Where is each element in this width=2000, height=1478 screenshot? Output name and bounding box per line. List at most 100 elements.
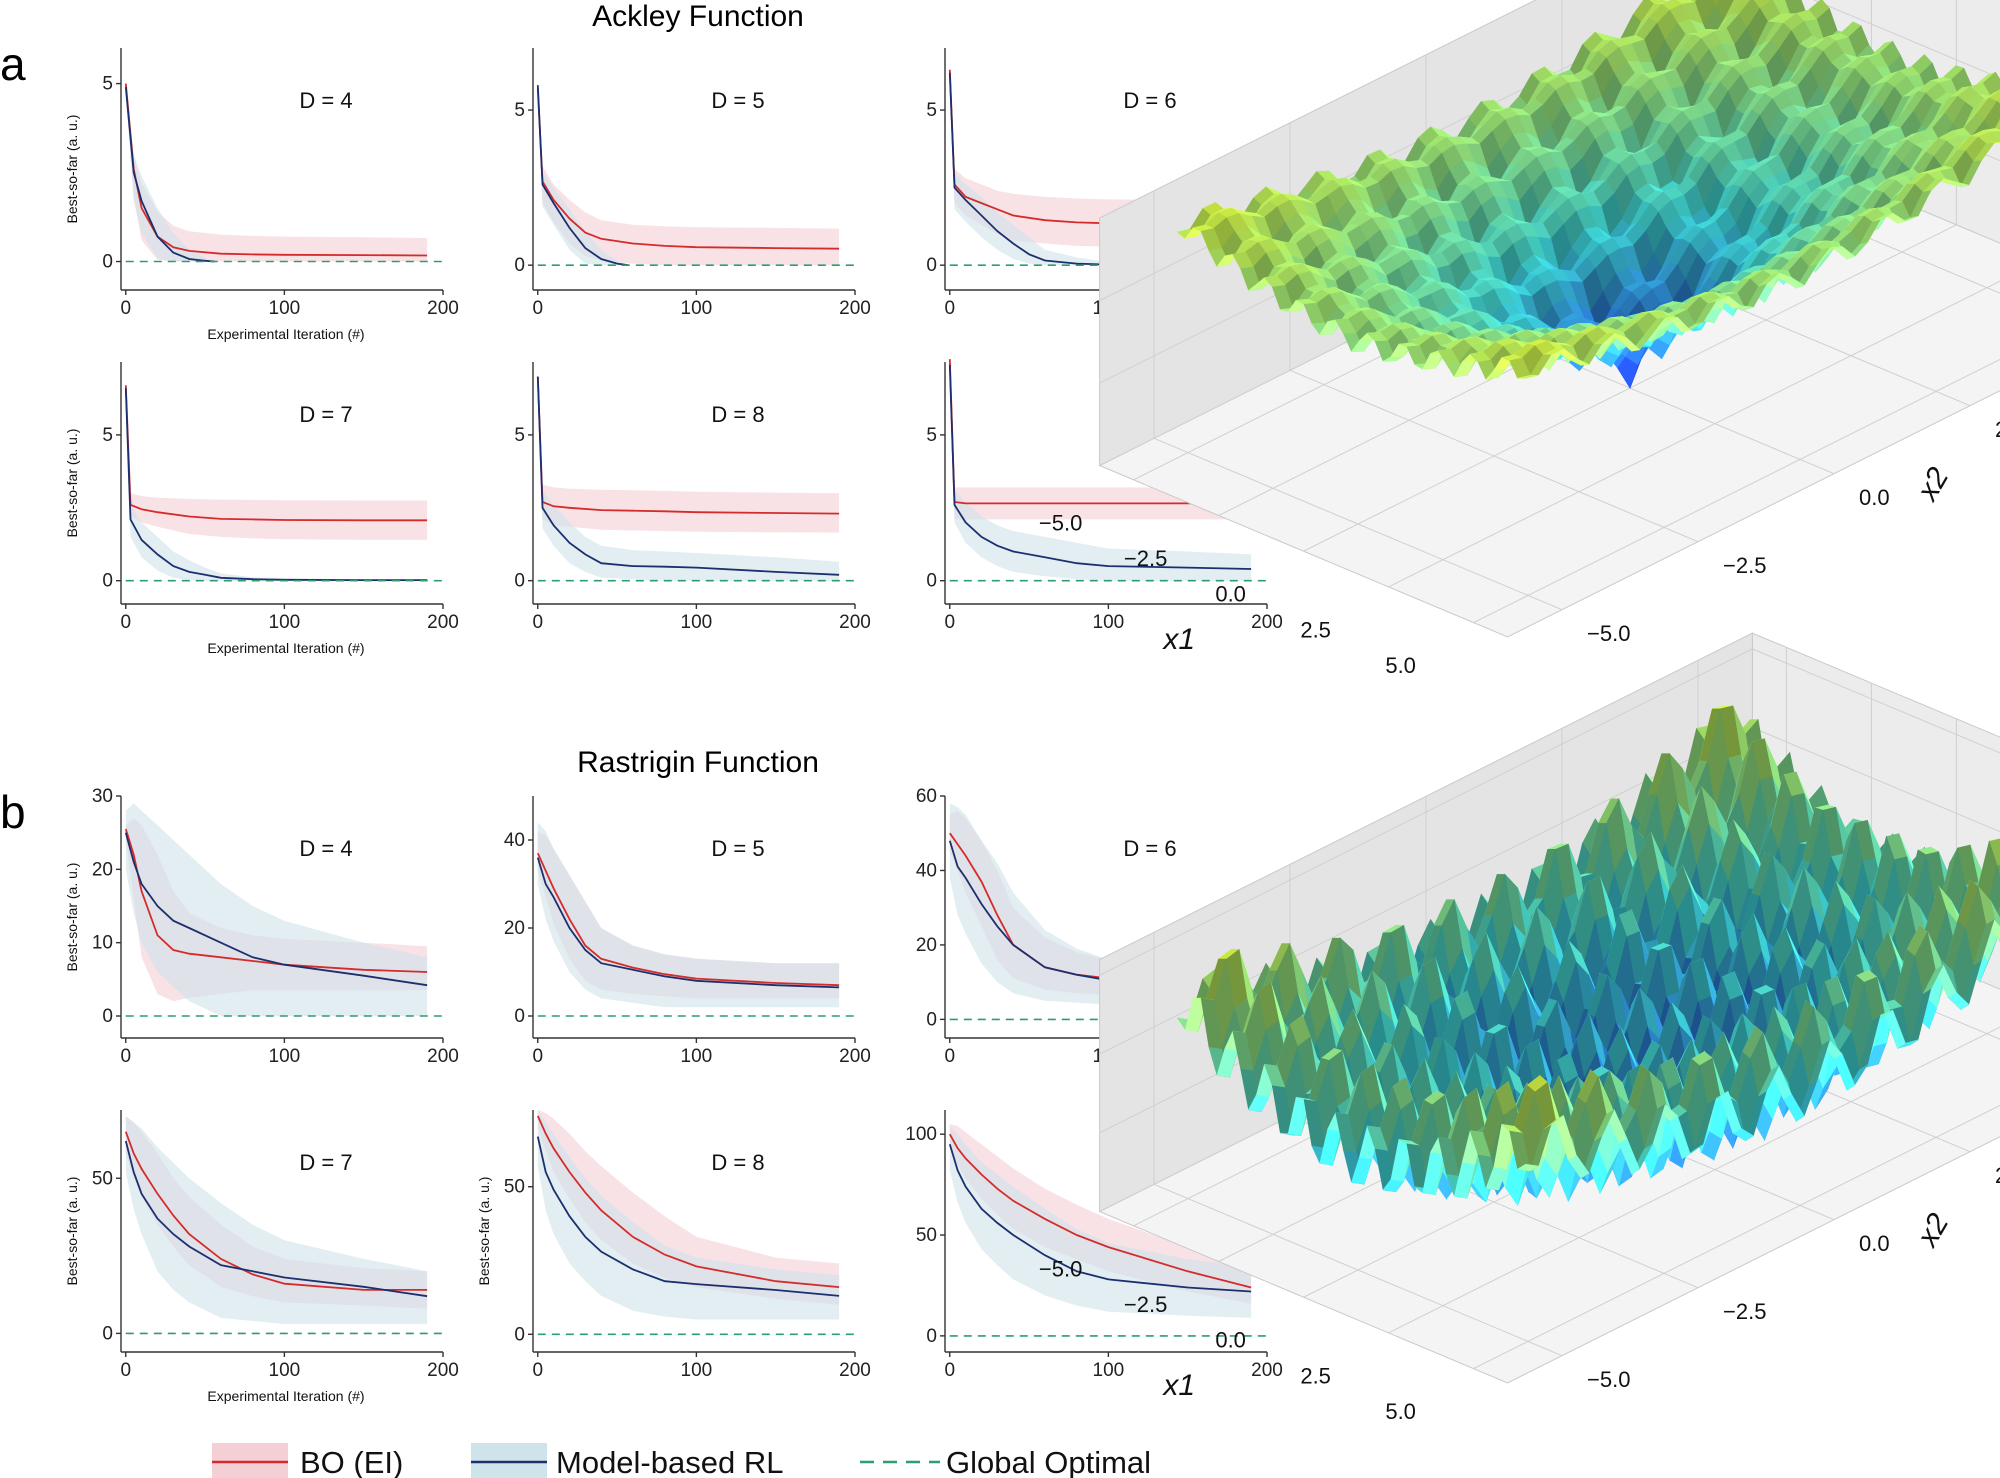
y-tick-label: 5 <box>926 425 937 446</box>
side-grid-z <box>1099 0 1537 219</box>
back-grid-z <box>1752 648 2000 754</box>
x2-tick-label: 2.5 <box>1995 417 2000 442</box>
subplot-b-1: 0 20 40 0 100 200 D = 5 <box>504 796 871 1067</box>
x1-axis-label: x1 <box>1161 1369 1195 1402</box>
x-tick-label: 100 <box>269 1360 301 1381</box>
y-tick-label: 20 <box>92 859 113 880</box>
rl-band <box>125 1116 428 1325</box>
floor-grid-x1 <box>1473 1104 2000 1370</box>
x-tick-label: 0 <box>120 612 131 633</box>
x1-tick-label: 5.0 <box>1385 1399 1416 1424</box>
dimension-label: D = 6 <box>1123 836 1176 861</box>
x1-tick-label: 2.5 <box>1300 1363 1331 1388</box>
y-tick-label: 10 <box>92 933 113 954</box>
x1-tick-label: 2.5 <box>1300 617 1331 642</box>
x-axis-label: Experimental Iteration (#) <box>207 640 364 656</box>
y-tick-label: 0 <box>514 1006 525 1027</box>
y-tick-label: 40 <box>504 830 525 851</box>
x-tick-label: 100 <box>681 298 713 319</box>
rl-line <box>124 388 428 581</box>
x-tick-label: 0 <box>532 298 543 319</box>
y-tick-label: 5 <box>102 425 113 446</box>
y-tick-label: 5 <box>102 74 113 95</box>
bo-line <box>536 376 840 515</box>
bo-line <box>949 1133 1252 1289</box>
y-tick-label: 0 <box>102 252 113 273</box>
bo-line <box>536 852 840 987</box>
x2-axis-label: x2 <box>1910 462 1956 508</box>
x-tick-label: 100 <box>269 1046 301 1067</box>
surface-plots: −5.0−2.50.02.55.0−5.0−2.50.02.55.0051015… <box>1039 0 2000 1424</box>
legend-label-bo: BO (EI) <box>300 1445 403 1478</box>
rl-band <box>125 385 428 581</box>
x1-tick-label: 0.0 <box>1215 582 1246 607</box>
rl-band <box>537 373 840 581</box>
x1-tick-label: −2.5 <box>1124 1292 1167 1317</box>
x-tick-label: 200 <box>839 298 871 319</box>
x-tick-label: 200 <box>427 612 459 633</box>
x-tick-label: 100 <box>681 612 713 633</box>
back-grid-z <box>1752 727 2000 833</box>
surface-3d-b: −5.0−2.50.02.55.0−5.0−2.50.02.55.0025507… <box>1039 632 2000 1424</box>
legend-label-rl: Model-based RL <box>556 1445 783 1478</box>
subplot-b-4: 0 50 0 100 200 D = 8 Best-so-far (a. u.) <box>476 1110 871 1381</box>
y-axis-label: Best-so-far (a. u.) <box>476 1177 492 1286</box>
y-tick-label: 50 <box>504 1177 525 1198</box>
y-tick-label: 50 <box>92 1168 113 1189</box>
y-axis-label: Best-so-far (a. u.) <box>64 115 80 224</box>
y-tick-label: 30 <box>92 786 113 807</box>
rl-line <box>536 857 840 989</box>
x1-tick-label: 0.0 <box>1215 1328 1246 1353</box>
x-axis-label: Experimental Iteration (#) <box>207 1388 364 1404</box>
y-axis-label: Best-so-far (a. u.) <box>64 1177 80 1286</box>
x-tick-label: 200 <box>1251 612 1283 633</box>
x-tick-label: 200 <box>427 1046 459 1067</box>
rl-line <box>948 364 1252 570</box>
x-tick-label: 200 <box>839 1360 871 1381</box>
rl-line <box>536 376 840 576</box>
y-tick-label: 5 <box>514 100 525 121</box>
x-tick-label: 0 <box>120 1046 131 1067</box>
surface-facet <box>1996 99 2000 105</box>
bo-line <box>948 359 1252 505</box>
y-tick-label: 5 <box>514 425 525 446</box>
y-tick-label: 0 <box>926 1009 937 1030</box>
x2-tick-label: −5.0 <box>1587 621 1630 646</box>
y-tick-label: 100 <box>905 1124 937 1145</box>
x-tick-label: 100 <box>681 1046 713 1067</box>
x-tick-label: 0 <box>944 1360 955 1381</box>
x-tick-label: 0 <box>532 612 543 633</box>
legend-swatch-bo-band <box>212 1443 288 1478</box>
rl-band <box>949 362 1252 581</box>
surface-facet <box>1517 374 1539 379</box>
x-tick-label: 100 <box>681 1360 713 1381</box>
bo-line <box>124 1131 428 1291</box>
legend-label-optimal: Global Optimal <box>946 1445 1151 1478</box>
x1-tick-label: −5.0 <box>1039 510 1082 535</box>
bo-line <box>536 88 840 250</box>
y-tick-label: 0 <box>514 1324 525 1345</box>
y-tick-label: 20 <box>916 935 937 956</box>
x2-axis-label: x2 <box>1910 1208 1956 1254</box>
subplot-b-3: 0 50 0 100 200 D = 7 Best-so-far (a. u.) Experi… <box>64 1110 459 1404</box>
x-tick-label: 0 <box>120 298 131 319</box>
bo-band <box>537 85 840 266</box>
x-tick-label: 200 <box>427 1360 459 1381</box>
x-axis-label: Experimental Iteration (#) <box>207 326 364 342</box>
x-tick-label: 100 <box>269 298 301 319</box>
x-tick-label: 100 <box>269 612 301 633</box>
rl-band <box>125 803 428 1016</box>
x-tick-label: 200 <box>839 612 871 633</box>
rl-band <box>537 1110 840 1320</box>
dimension-label: D = 6 <box>1123 88 1176 113</box>
rl-line <box>124 1140 428 1298</box>
x1-axis-label: x1 <box>1161 623 1195 656</box>
rl-line <box>948 1144 1252 1293</box>
x-tick-label: 0 <box>120 1360 131 1381</box>
dimension-label: D = 5 <box>711 836 764 861</box>
legend-swatch-rl-band <box>471 1443 547 1478</box>
